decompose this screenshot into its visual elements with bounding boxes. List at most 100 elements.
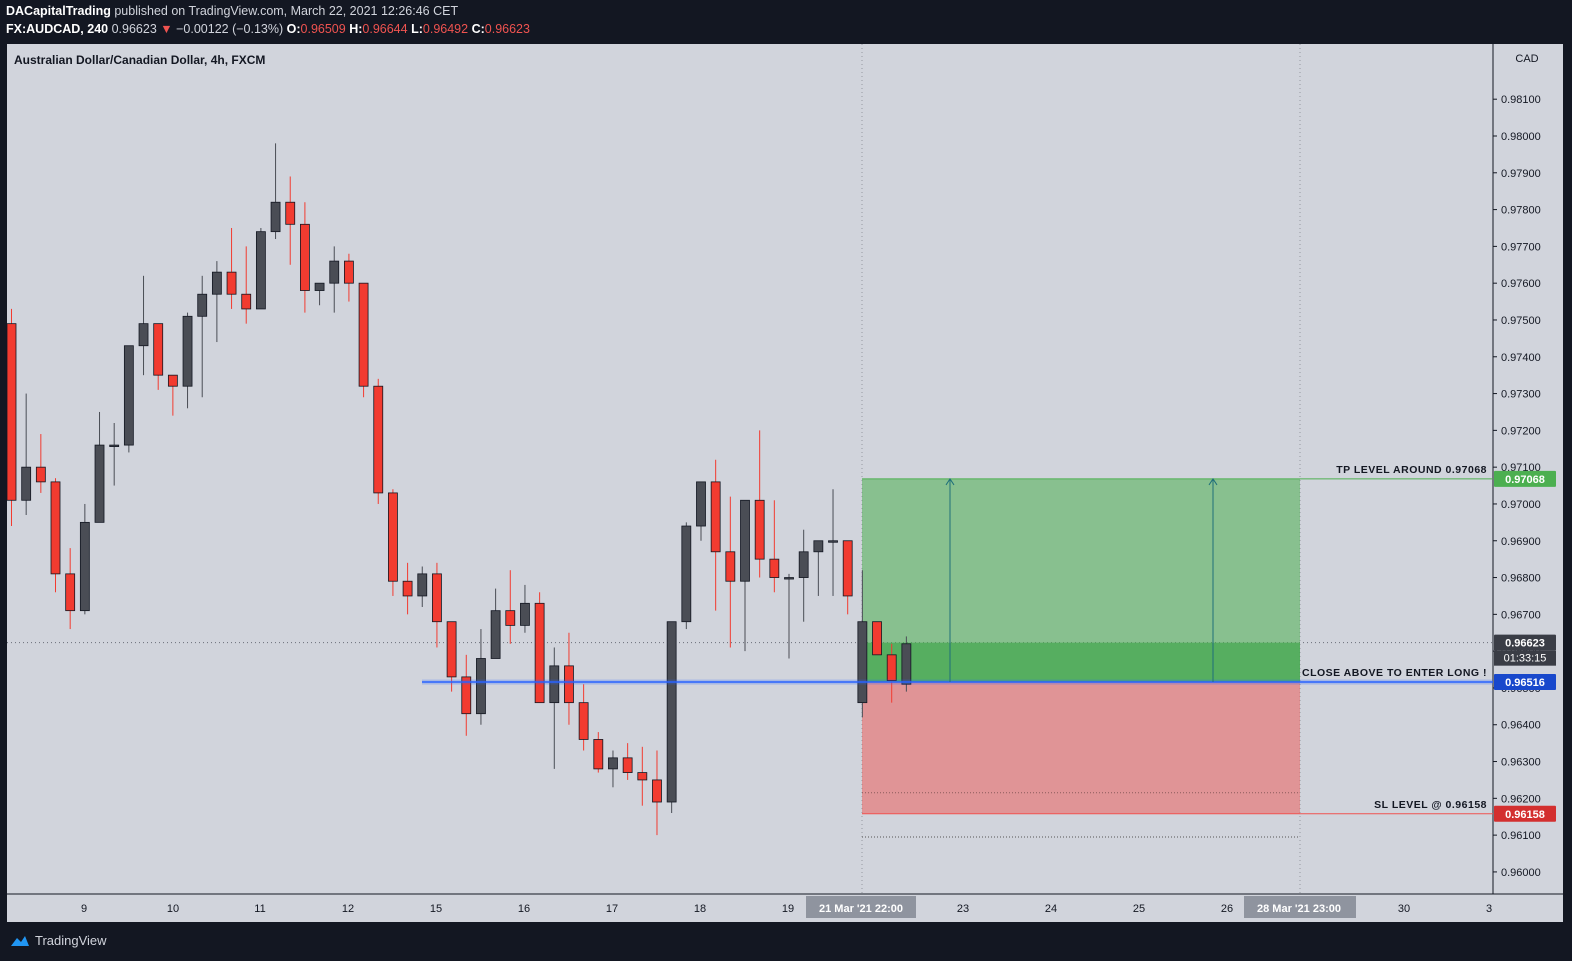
candle-body <box>79 521 90 612</box>
author-name[interactable]: DACapitalTrading <box>6 4 111 18</box>
price-change: −0.00122 (−0.13%) <box>176 22 284 36</box>
axis-labels: 0.960000.961000.962000.963000.964000.965… <box>81 53 1541 918</box>
candle-body <box>696 481 706 527</box>
candle-body <box>446 621 457 678</box>
x-tick-label: 11 <box>254 903 265 915</box>
candle-body <box>21 466 32 501</box>
candle-body <box>520 602 530 626</box>
candle-body <box>564 665 574 704</box>
candle-body <box>314 282 325 291</box>
tradingview-logo[interactable]: TradingView <box>8 933 107 948</box>
candle-body <box>754 499 765 560</box>
last-price-badge: 0.96623 <box>1505 638 1545 650</box>
y-tick-label: 0.96400 <box>1501 720 1541 732</box>
x-highlight-start: 21 Mar '21 22:00 <box>819 903 903 915</box>
sl-price-badge: 0.96158 <box>1505 809 1545 821</box>
candle-body <box>211 271 222 295</box>
candle-body <box>358 282 369 387</box>
sl-price-badge-bg <box>1494 805 1556 822</box>
candle-body <box>505 610 516 626</box>
y-tick-label: 0.97600 <box>1501 278 1541 290</box>
tp-price-badge-bg <box>1494 470 1556 487</box>
high-value: 0.96644 <box>362 22 408 36</box>
candle-body <box>167 374 178 387</box>
candle-body <box>285 201 296 225</box>
arrow-up-icon <box>1208 478 1218 486</box>
candle-body <box>784 577 794 580</box>
arrow-up-icon <box>945 478 955 486</box>
candle-body <box>461 676 472 715</box>
loss-zone <box>862 682 1300 814</box>
candle-body <box>842 540 853 597</box>
position-zones <box>862 478 1300 814</box>
candle-body <box>50 481 61 575</box>
symbol-label[interactable]: FX:AUDCAD, 240 <box>6 22 109 36</box>
candle-body <box>798 551 809 578</box>
x-tick-label: 3 <box>1486 903 1492 915</box>
chart-header: DACapitalTrading published on TradingVie… <box>0 0 1572 44</box>
candle-body <box>226 271 237 295</box>
footer-bar <box>0 922 1572 961</box>
candle-body <box>593 739 604 770</box>
candle-body <box>65 573 76 612</box>
y-tick-label: 0.97800 <box>1501 205 1541 217</box>
candle-body <box>828 540 838 543</box>
candle-body <box>666 621 677 803</box>
candle-body <box>872 621 882 656</box>
y-tick-label: 0.97200 <box>1501 425 1541 437</box>
entry-annotation: CLOSE ABOVE TO ENTER LONG ! <box>1302 667 1487 679</box>
price-axis[interactable] <box>1493 44 1563 894</box>
candle-body <box>344 260 354 284</box>
chart-title: Australian Dollar/Canadian Dollar, 4h, F… <box>14 53 265 67</box>
last-price: 0.96623 <box>111 22 157 36</box>
x-tick-label: 17 <box>606 903 618 915</box>
y-tick-label: 0.96100 <box>1501 830 1541 842</box>
y-tick-label: 0.96300 <box>1501 757 1541 769</box>
close-value: 0.96623 <box>484 22 530 36</box>
candle-body <box>549 665 560 704</box>
x-tick-label: 12 <box>342 903 354 915</box>
y-tick-label: 0.97000 <box>1501 499 1541 511</box>
candle-body <box>182 315 193 387</box>
candle-body <box>197 293 208 317</box>
y-tick-label: 0.96700 <box>1501 609 1541 621</box>
candle-body <box>270 201 281 233</box>
candle-body <box>255 231 266 310</box>
candle-body <box>901 643 912 685</box>
candle-body <box>138 323 149 347</box>
brand-label: TradingView <box>35 933 107 948</box>
candle-body <box>373 385 384 494</box>
candle-body <box>329 260 340 284</box>
y-tick-label: 0.97900 <box>1501 168 1541 180</box>
candle-body <box>476 658 486 715</box>
candle-body <box>578 702 589 740</box>
high-label: H: <box>349 22 363 36</box>
y-tick-label: 0.96800 <box>1501 573 1541 585</box>
candle-body <box>740 499 750 582</box>
y-tick-label: 0.96900 <box>1501 536 1541 548</box>
candle-body <box>388 492 398 582</box>
cloud-icon <box>11 935 29 946</box>
x-tick-label: 19 <box>782 903 794 915</box>
x-tick-label: 23 <box>957 903 969 915</box>
x-tick-label: 24 <box>1045 903 1057 915</box>
y-tick-label: 0.97700 <box>1501 241 1541 253</box>
candle-body <box>153 323 164 376</box>
entry-price-badge-bg <box>1494 674 1556 691</box>
down-triangle-icon: ▼ <box>160 22 173 36</box>
candle-body <box>710 481 721 553</box>
sl-annotation: SL LEVEL @ 0.96158 <box>1374 799 1487 811</box>
y-tick-label: 0.98100 <box>1501 94 1541 106</box>
candle-body <box>652 779 662 803</box>
open-value: 0.96509 <box>300 22 346 36</box>
candle-body <box>622 757 633 773</box>
x-tick-label: 10 <box>167 903 179 915</box>
candle-body <box>402 580 413 597</box>
x-tick-label: 9 <box>81 903 87 915</box>
candle-body <box>299 223 310 291</box>
candle-body <box>432 573 442 623</box>
countdown-bg <box>1494 650 1556 666</box>
x-tick-label: 30 <box>1398 903 1410 915</box>
candle-body <box>813 540 824 553</box>
